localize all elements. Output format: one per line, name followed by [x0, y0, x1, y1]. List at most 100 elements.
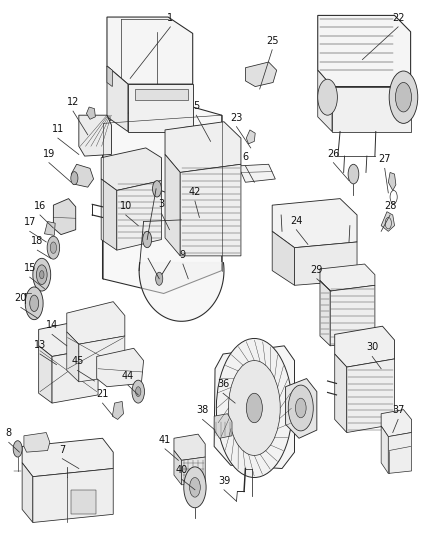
- Polygon shape: [317, 70, 331, 132]
- Polygon shape: [331, 86, 410, 132]
- Text: 1: 1: [167, 13, 173, 23]
- Polygon shape: [180, 164, 240, 256]
- Circle shape: [246, 393, 262, 423]
- Polygon shape: [101, 179, 117, 250]
- Circle shape: [47, 236, 60, 259]
- Polygon shape: [165, 122, 240, 173]
- Text: 16: 16: [34, 201, 46, 211]
- Circle shape: [135, 387, 141, 397]
- Text: 45: 45: [71, 356, 84, 366]
- Circle shape: [33, 259, 51, 291]
- Text: 20: 20: [14, 293, 27, 303]
- Polygon shape: [53, 199, 75, 235]
- Circle shape: [50, 242, 57, 253]
- Polygon shape: [96, 348, 143, 387]
- Polygon shape: [387, 173, 395, 190]
- Polygon shape: [285, 378, 316, 438]
- Polygon shape: [107, 17, 192, 84]
- Text: 17: 17: [24, 217, 36, 227]
- Circle shape: [189, 478, 200, 497]
- Polygon shape: [101, 148, 161, 190]
- Ellipse shape: [287, 238, 345, 283]
- Text: 13: 13: [34, 340, 46, 350]
- Text: 6: 6: [242, 152, 248, 162]
- Text: 29: 29: [310, 265, 322, 274]
- Polygon shape: [294, 242, 356, 285]
- Circle shape: [216, 338, 292, 478]
- Text: 27: 27: [378, 154, 390, 164]
- Text: 42: 42: [188, 187, 201, 197]
- Polygon shape: [117, 181, 161, 250]
- Polygon shape: [39, 346, 52, 403]
- Polygon shape: [184, 123, 228, 138]
- Text: 24: 24: [290, 216, 302, 225]
- Circle shape: [142, 231, 151, 248]
- Circle shape: [228, 360, 279, 455]
- Circle shape: [39, 271, 44, 279]
- Polygon shape: [173, 434, 205, 461]
- Text: 38: 38: [196, 406, 208, 415]
- Polygon shape: [246, 130, 254, 144]
- Text: 40: 40: [175, 465, 187, 475]
- Text: 7: 7: [59, 445, 65, 455]
- Text: 39: 39: [217, 475, 230, 486]
- Polygon shape: [71, 164, 93, 187]
- Polygon shape: [22, 438, 113, 477]
- Polygon shape: [380, 212, 394, 231]
- Polygon shape: [79, 115, 111, 156]
- Circle shape: [36, 265, 47, 285]
- Polygon shape: [181, 457, 205, 485]
- Polygon shape: [22, 463, 33, 522]
- Text: 41: 41: [159, 435, 171, 445]
- Polygon shape: [39, 320, 98, 357]
- Text: 44: 44: [122, 371, 134, 381]
- Polygon shape: [334, 354, 346, 432]
- Circle shape: [295, 398, 305, 418]
- Polygon shape: [319, 280, 329, 346]
- Polygon shape: [102, 99, 221, 294]
- Text: 28: 28: [383, 201, 396, 211]
- Polygon shape: [231, 360, 240, 370]
- Text: 5: 5: [193, 101, 199, 111]
- Text: 23: 23: [230, 112, 242, 123]
- Text: 37: 37: [391, 406, 403, 415]
- Circle shape: [347, 164, 358, 184]
- Text: 15: 15: [24, 263, 36, 273]
- Circle shape: [389, 71, 417, 123]
- Ellipse shape: [295, 245, 337, 276]
- Polygon shape: [107, 66, 112, 86]
- Text: 22: 22: [391, 13, 403, 23]
- Polygon shape: [329, 285, 374, 346]
- Polygon shape: [86, 107, 95, 119]
- Polygon shape: [44, 222, 55, 236]
- Polygon shape: [112, 401, 123, 419]
- Polygon shape: [173, 450, 181, 485]
- Text: 30: 30: [365, 342, 378, 352]
- Circle shape: [184, 467, 205, 508]
- Polygon shape: [127, 84, 192, 132]
- Polygon shape: [245, 62, 276, 86]
- Circle shape: [395, 83, 410, 112]
- Circle shape: [13, 441, 22, 457]
- Text: 9: 9: [180, 250, 186, 260]
- Circle shape: [30, 295, 39, 311]
- Polygon shape: [165, 155, 180, 256]
- Polygon shape: [380, 410, 410, 437]
- Circle shape: [71, 172, 78, 185]
- Text: 14: 14: [46, 320, 58, 330]
- Text: 36: 36: [216, 379, 229, 389]
- Text: 8: 8: [6, 428, 12, 438]
- Polygon shape: [346, 359, 394, 432]
- Polygon shape: [214, 346, 294, 469]
- Text: 12: 12: [67, 97, 79, 107]
- Polygon shape: [67, 332, 79, 382]
- Circle shape: [25, 287, 43, 320]
- Polygon shape: [272, 199, 356, 248]
- Circle shape: [132, 380, 144, 403]
- Polygon shape: [238, 164, 275, 182]
- Text: 18: 18: [31, 236, 43, 246]
- Circle shape: [173, 190, 183, 207]
- Polygon shape: [214, 414, 231, 438]
- Bar: [71, 490, 95, 514]
- Circle shape: [152, 181, 161, 197]
